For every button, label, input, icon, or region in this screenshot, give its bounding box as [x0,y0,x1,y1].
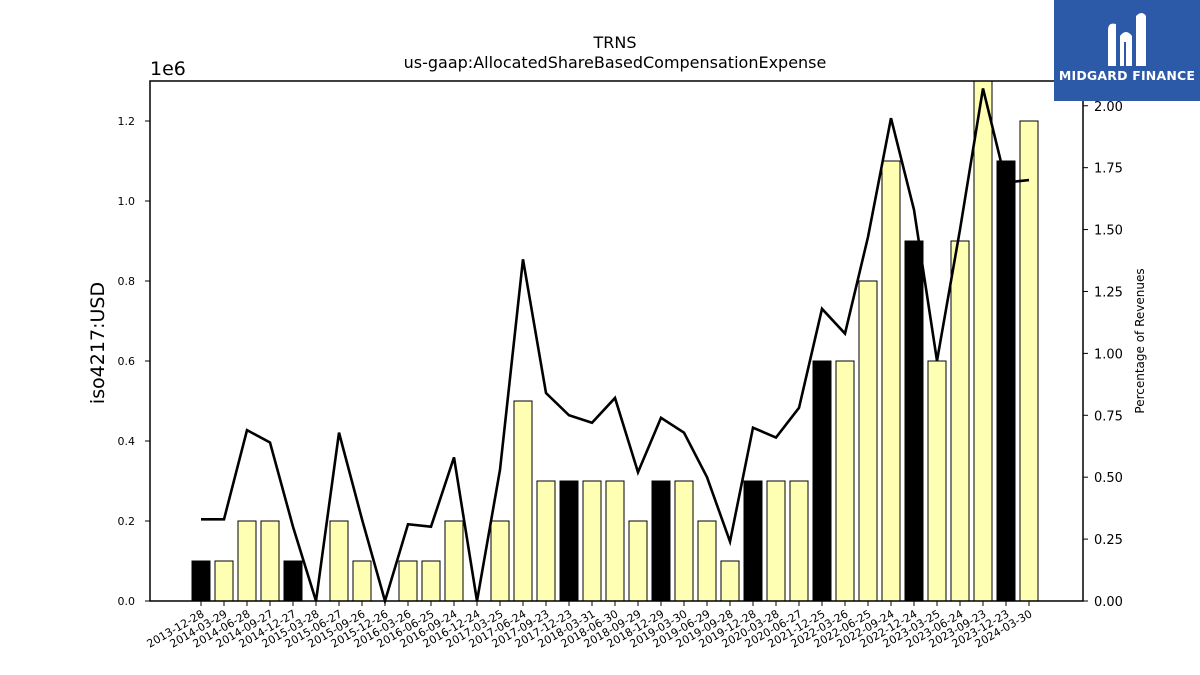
bar-2022-06-25 [858,280,878,602]
bar-2019-09-28 [720,560,740,602]
bar-2022-12-24 [904,240,924,602]
bar-2018-03-31 [582,480,602,602]
bar-2023-06-24 [950,240,970,602]
y2-tick-label: 1.50 [1094,224,1123,239]
y2-tick-label: 1.25 [1094,285,1123,300]
bar-2014-03-29 [214,560,234,602]
bar-2014-12-27 [283,560,303,602]
x-axis-ticks: 2013-12-282014-03-292014-06-282014-09-27… [145,601,1035,651]
bar-2022-03-26 [835,360,855,602]
bar-2019-12-28 [743,480,763,602]
bar-2016-06-25 [421,560,441,602]
y2-tick-label: 0.75 [1094,409,1123,424]
bars-layer [191,80,1039,602]
bar-2018-06-30 [605,480,625,602]
bar-2021-12-25 [812,360,832,602]
y2-tick-label: 1.00 [1094,347,1123,362]
bar-2023-09-23 [973,80,993,602]
y-tick-label: 1.2 [118,115,136,128]
bar-2014-09-27 [260,520,280,602]
y2-axis-ticks: 0.00 0.25 0.50 0.75 1.00 1.25 1.50 1.75 2.00 [1083,100,1123,610]
line-layer [201,88,1030,606]
y2-tick-label: 0.50 [1094,471,1123,486]
bar-2024-03-30 [1019,120,1039,602]
bar-2016-03-26 [398,560,418,602]
bar-2013-12-28 [191,560,211,602]
bar-2020-06-27 [789,480,809,602]
bar-2017-12-23 [559,480,579,602]
bar-2017-06-24 [513,400,533,602]
brand-logo: MIDGARD FINANCE [1054,0,1200,101]
bar-2015-06-27 [329,520,349,602]
y-tick-label: 0.2 [118,515,136,528]
y2-tick-label: 1.75 [1094,162,1123,177]
y-offset-label: 1e6 [150,58,186,80]
y-tick-label: 1.0 [118,195,136,208]
line-series-pct-of-revenues [201,88,1030,606]
bar-2023-12-23 [996,160,1016,602]
bar-2018-09-29 [628,520,648,602]
brand-name: MIDGARD FINANCE [1058,68,1196,83]
y-axis-label: iso4217:USD [87,282,109,404]
bar-2017-03-25 [490,520,510,602]
y-tick-label: 0.4 [118,435,136,448]
bar-2023-03-25 [927,360,947,602]
bar-2015-09-26 [352,560,372,602]
bar-2022-09-24 [881,160,901,602]
bar-2017-09-23 [536,480,556,602]
plot-frame [149,80,1084,602]
y2-tick-label: 2.00 [1094,100,1123,115]
bar-2020-03-28 [766,480,786,602]
logo-icon [1108,13,1146,67]
y-tick-label: 0.0 [118,595,136,608]
y2-tick-label: 0.00 [1094,595,1123,610]
y2-axis-label: Percentage of Revenues [1133,268,1147,413]
bar-2019-06-29 [697,520,717,602]
bar-2016-09-24 [444,520,464,602]
bar-2018-12-29 [651,480,671,602]
bar-2019-03-30 [674,480,694,602]
chart-title: TRNS [592,33,636,52]
bar-2014-06-28 [237,520,257,602]
y-tick-label: 0.6 [118,355,136,368]
y-tick-label: 0.8 [118,275,136,288]
chart-subtitle: us-gaap:AllocatedShareBasedCompensationE… [404,53,827,72]
y2-tick-label: 0.25 [1094,533,1123,548]
y-axis-ticks: 0.0 0.2 0.4 0.6 0.8 1.0 1.2 [118,115,150,608]
